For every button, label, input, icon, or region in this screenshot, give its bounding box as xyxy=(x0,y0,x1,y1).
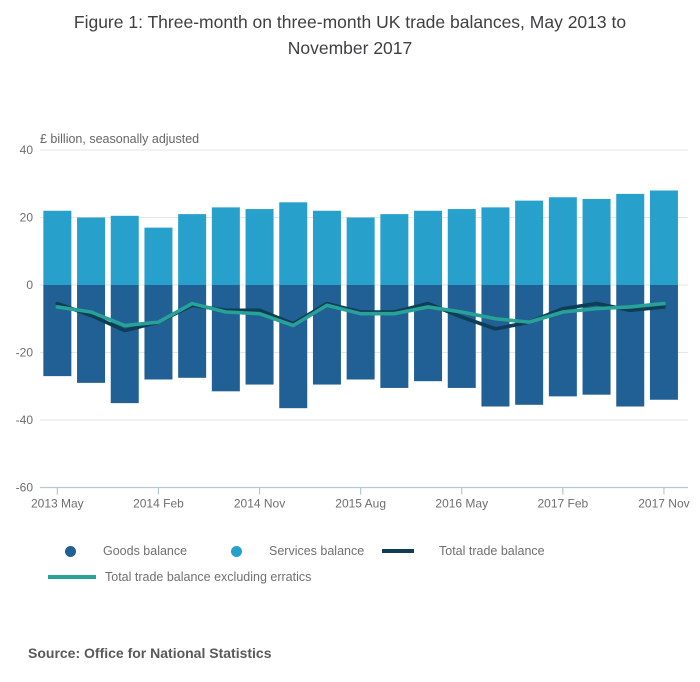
bar-goods-2014-Nov[interactable] xyxy=(245,285,274,385)
bar-services-2016-May[interactable] xyxy=(447,209,476,285)
bar-goods-2017-Aug[interactable] xyxy=(616,285,645,407)
legend: Goods balance Services balance Total tra… xyxy=(0,536,700,592)
bar-goods-2016-Nov[interactable] xyxy=(515,285,544,405)
bar-services-2015-Feb[interactable] xyxy=(279,202,308,285)
chart-title: Figure 1: Three-month on three-month UK … xyxy=(73,12,627,59)
bar-goods-2014-May[interactable] xyxy=(178,285,207,378)
legend-item-services-balance[interactable]: Services balance xyxy=(231,544,364,558)
bar-services-2014-Feb[interactable] xyxy=(144,227,173,285)
y-axis-tick-label: 0 xyxy=(26,278,33,292)
bar-services-2017-Aug[interactable] xyxy=(616,193,645,285)
legend-item-goods-balance[interactable]: Goods balance xyxy=(65,544,187,558)
bar-services-2016-Feb[interactable] xyxy=(414,210,443,285)
bar-goods-2015-Nov[interactable] xyxy=(380,285,409,388)
bar-goods-2016-Aug[interactable] xyxy=(481,285,510,407)
excluding-erratics-line xyxy=(55,301,666,328)
bar-goods-2015-May[interactable] xyxy=(312,285,341,385)
bar-services-2016-Aug[interactable] xyxy=(481,207,510,285)
legend-label-services-balance: Services balance xyxy=(269,544,365,558)
bar-goods-2016-May[interactable] xyxy=(447,285,476,388)
bar-services-2017-Nov[interactable] xyxy=(649,190,678,286)
y-axis-tick-label: -20 xyxy=(16,346,34,360)
x-axis-tick-label: 2014 Feb xyxy=(133,497,184,511)
bar-services-2017-Feb[interactable] xyxy=(548,197,577,285)
y-axis-tick-label: 40 xyxy=(20,143,34,157)
x-axis-tick-label: 2014 Nov xyxy=(234,497,285,511)
bar-services-2017-May[interactable] xyxy=(582,198,611,285)
x-axis-tick-label: 2017 Nov xyxy=(638,497,689,511)
legend-label-total-trade-balance: Total trade balance xyxy=(439,544,545,558)
x-axis-tick-label: 2013 May xyxy=(31,497,84,511)
bar-goods-2014-Aug[interactable] xyxy=(211,285,240,392)
x-axis-tick-label: 2016 May xyxy=(435,497,488,511)
source-note: Source: Office for National Statistics xyxy=(28,645,272,661)
services-balance-swatch-icon xyxy=(231,545,242,557)
total-trade-balance-swatch-icon xyxy=(382,549,414,553)
bar-services-2014-May[interactable] xyxy=(178,214,207,285)
bar-services-2013-Nov[interactable] xyxy=(110,215,139,285)
y-axis-tick-label: -60 xyxy=(16,481,34,495)
bar-goods-2016-Feb[interactable] xyxy=(414,285,443,382)
bar-services-2013-May[interactable] xyxy=(43,210,72,285)
legend-label-goods-balance: Goods balance xyxy=(103,544,188,558)
bar-services-2015-Aug[interactable] xyxy=(346,217,375,286)
legend-item-total-trade-balance[interactable]: Total trade balance xyxy=(382,544,545,558)
y-axis-tick-label: -40 xyxy=(16,413,34,427)
x-axis-tick-label: 2017 Feb xyxy=(537,497,588,511)
bar-services-2014-Nov[interactable] xyxy=(245,209,274,285)
bar-services-2013-Aug[interactable] xyxy=(77,217,106,286)
bar-services-2014-Aug[interactable] xyxy=(211,207,240,285)
y-axis-unit-label: £ billion, seasonally adjusted xyxy=(40,132,200,146)
bar-goods-2013-Nov[interactable] xyxy=(110,285,139,404)
bar-goods-2015-Aug[interactable] xyxy=(346,285,375,380)
bar-goods-2014-Feb[interactable] xyxy=(144,285,173,380)
legend-item-excluding-erratics[interactable]: Total trade balance excluding erratics xyxy=(48,570,311,584)
bar-goods-2013-May[interactable] xyxy=(43,285,72,377)
bar-goods-2013-Aug[interactable] xyxy=(77,285,106,383)
bar-services-2015-Nov[interactable] xyxy=(380,214,409,285)
x-axis-tick-label: 2015 Aug xyxy=(335,497,386,511)
bar-services-2015-May[interactable] xyxy=(312,210,341,285)
goods-balance-swatch-icon xyxy=(65,545,76,557)
bar-goods-2017-May[interactable] xyxy=(582,285,611,395)
legend-label-excluding-erratics: Total trade balance excluding erratics xyxy=(105,570,312,584)
bar-services-2016-Nov[interactable] xyxy=(515,200,544,285)
bar-goods-2015-Feb[interactable] xyxy=(279,285,308,409)
excluding-erratics-swatch-icon xyxy=(48,575,96,579)
bar-goods-2017-Feb[interactable] xyxy=(548,285,577,397)
y-axis-tick-label: 20 xyxy=(20,211,34,225)
